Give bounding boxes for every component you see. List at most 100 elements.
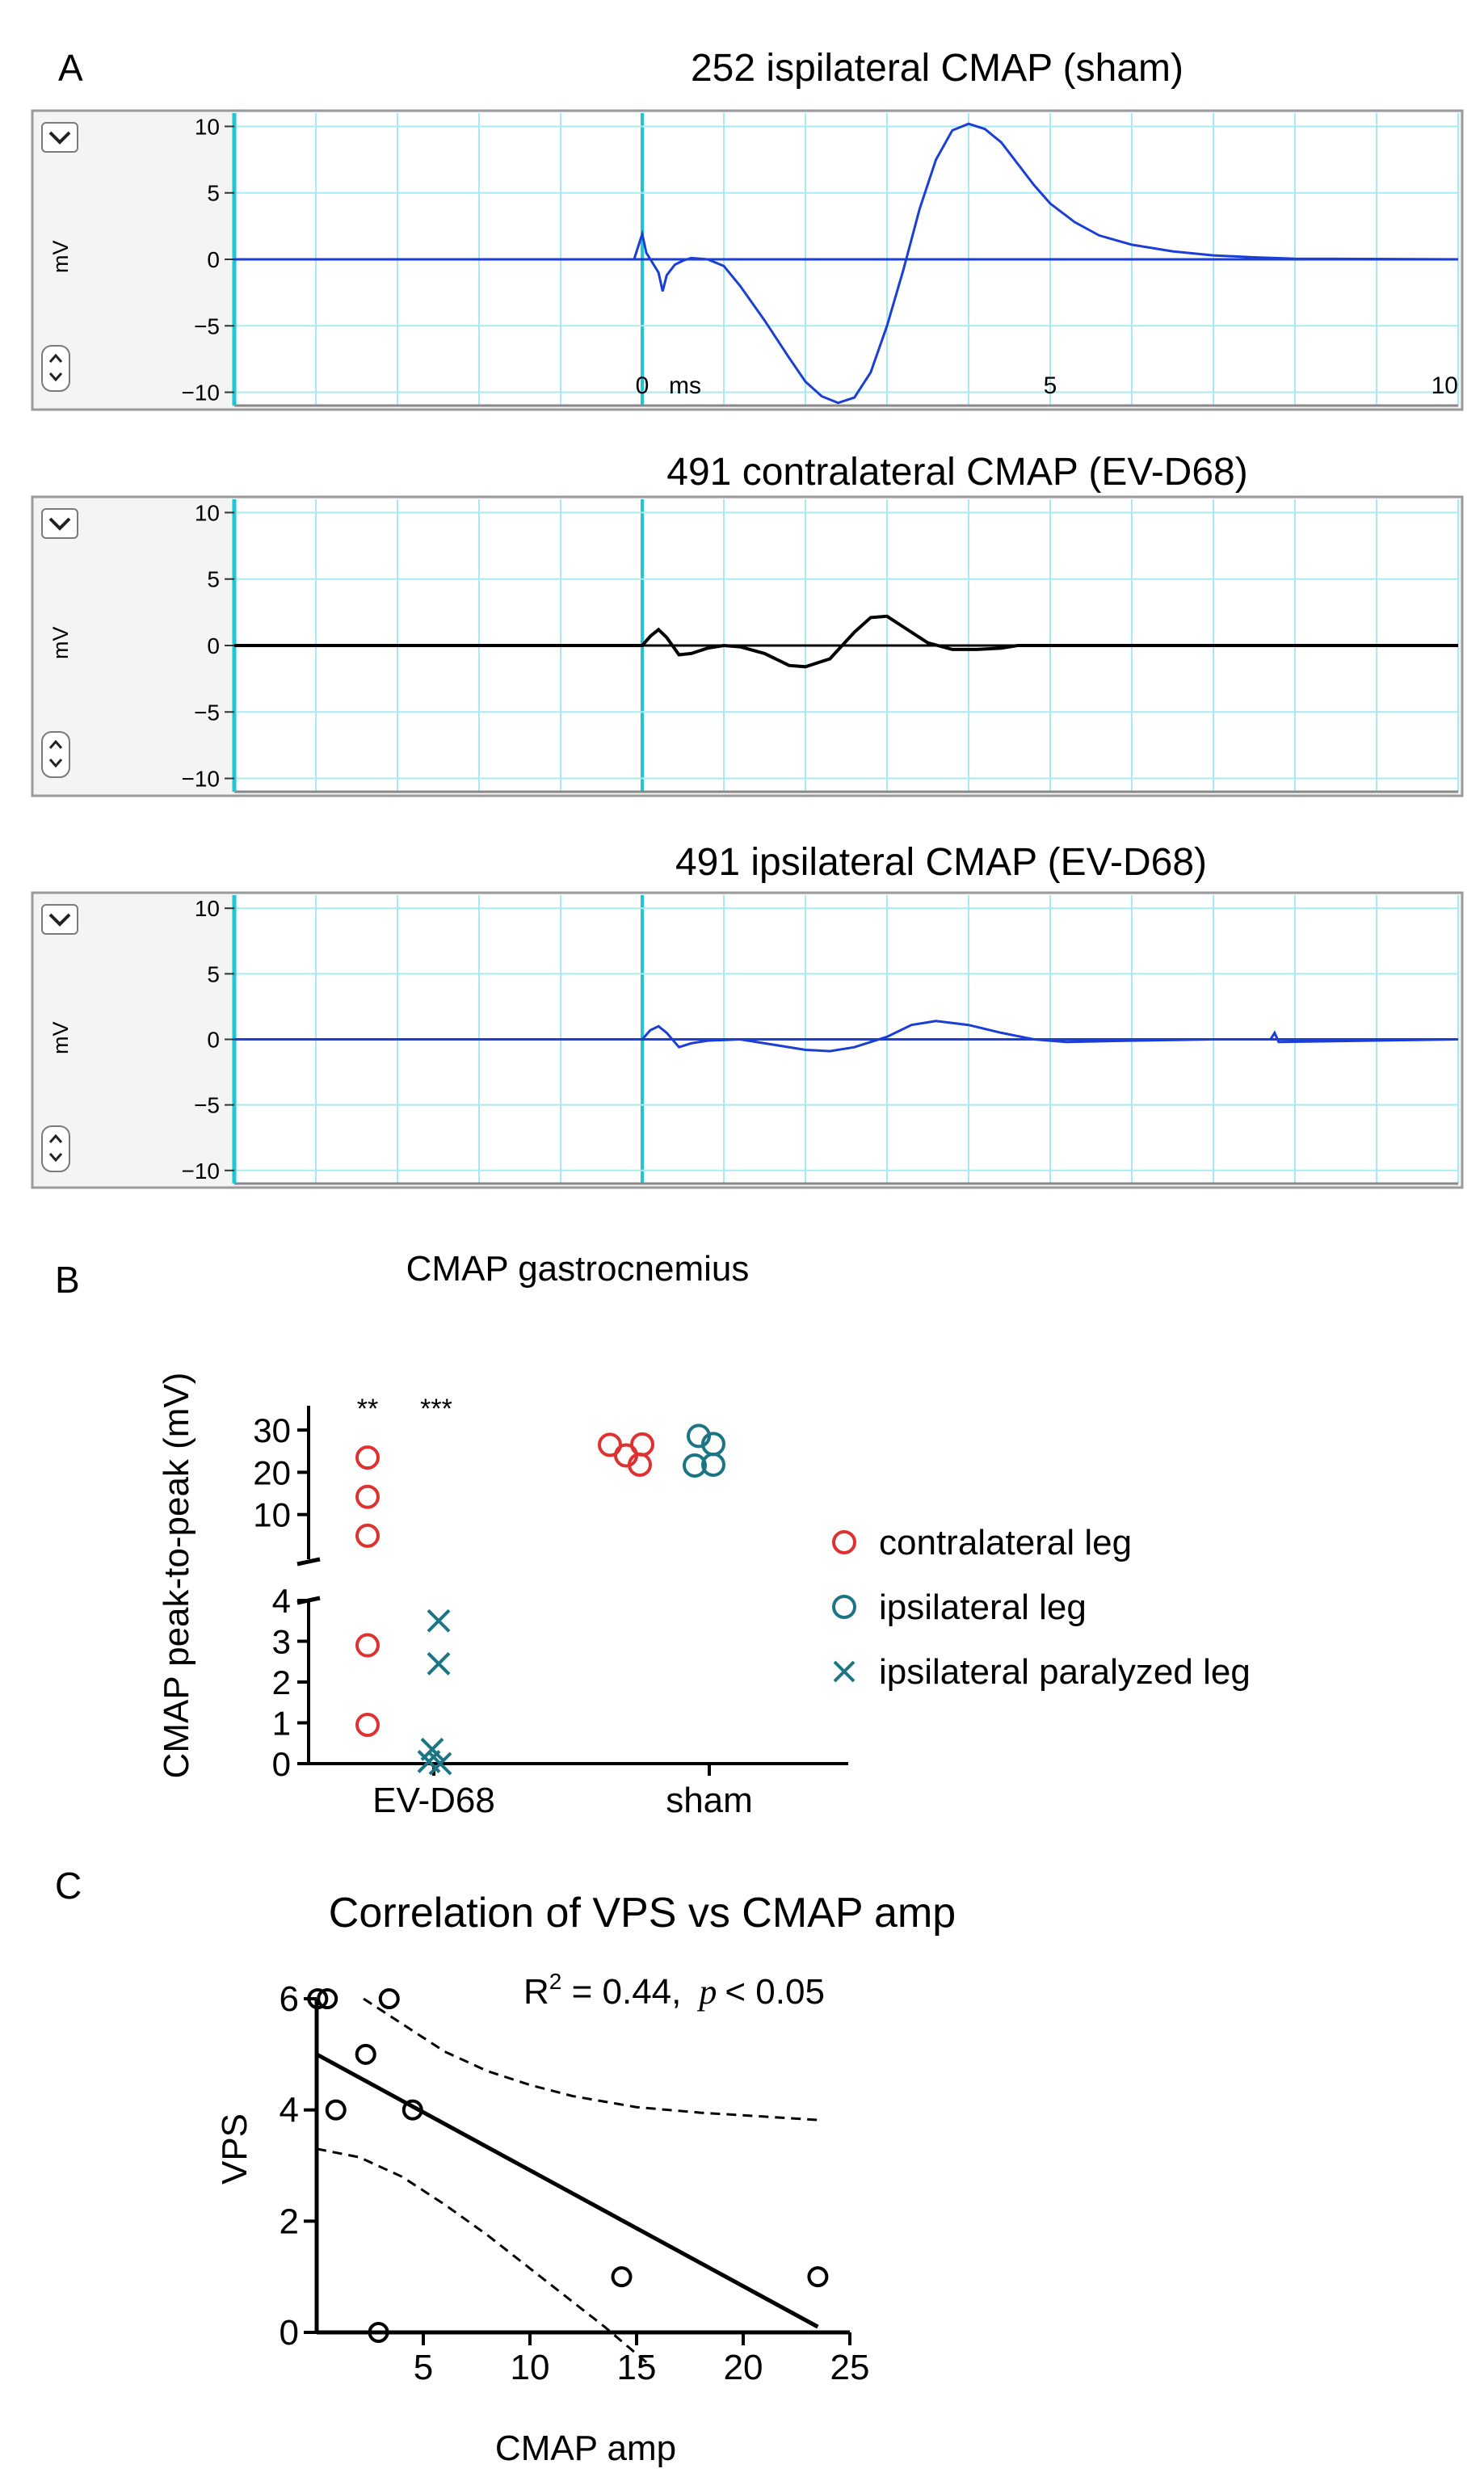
x-axis-label: CMAP amp bbox=[495, 2429, 676, 2468]
y-tick-label: −10 bbox=[182, 767, 221, 792]
panel-label-a: A bbox=[58, 47, 83, 89]
cmap-trace-1: 252 ispilateral CMAP (sham) 10 5 0 −5 −10 0 5… bbox=[31, 47, 1464, 411]
y-tick-label: 4 bbox=[272, 1582, 291, 1620]
r2-label: R bbox=[523, 1972, 549, 2012]
data-point-circle bbox=[355, 1523, 380, 1548]
signal-trace bbox=[234, 614, 1458, 669]
marks bbox=[307, 1988, 829, 2365]
data-point-circle bbox=[355, 1484, 380, 1509]
scroll-button[interactable] bbox=[41, 731, 70, 778]
chevron-down-icon bbox=[48, 913, 71, 927]
data-point-circle bbox=[355, 1445, 380, 1470]
axis-break-mark bbox=[296, 1557, 321, 1567]
scroll-button[interactable] bbox=[41, 345, 70, 392]
y-axis: 10 5 0 −5 −10 bbox=[182, 113, 237, 406]
collapse-button[interactable] bbox=[41, 508, 78, 539]
data-point-circle bbox=[628, 1452, 652, 1477]
x-tick-label: 10 bbox=[511, 2348, 550, 2387]
y-tick-label: 2 bbox=[272, 1663, 291, 1701]
cmap-trace-3: 491 ipsilateral CMAP (EV-D68) 1050−5−10 … bbox=[31, 841, 1464, 1189]
legend-label: ipsilateral leg bbox=[879, 1588, 1087, 1627]
data-point-x bbox=[427, 1651, 451, 1676]
data-point-circle bbox=[355, 1633, 380, 1658]
chevron-up-down-icon bbox=[48, 1133, 63, 1163]
y-tick-label: 2 bbox=[280, 2202, 299, 2241]
r-squared-annotation: R2 = 0.44, p < 0.05 bbox=[523, 1969, 825, 2012]
y-tick-label: 3 bbox=[272, 1623, 291, 1661]
y-axis-label: CMAP peak-to-peak (mV) bbox=[157, 1373, 196, 1779]
y-tick-label: 0 bbox=[207, 247, 220, 272]
y-tick-label: −10 bbox=[182, 1159, 221, 1184]
y-tick-label: 5 bbox=[207, 567, 220, 592]
y-tick-label: −5 bbox=[194, 1093, 220, 1118]
y-tick-label: −10 bbox=[182, 381, 221, 406]
legend-label: contralateral leg bbox=[879, 1523, 1132, 1562]
chart-title: CMAP gastrocnemius bbox=[406, 1249, 750, 1289]
scroll-button[interactable] bbox=[41, 1125, 70, 1172]
y-axis-label: mV bbox=[48, 241, 73, 274]
panel-label-b: B bbox=[55, 1259, 80, 1301]
data-point bbox=[378, 1988, 400, 2009]
data-point bbox=[307, 1988, 329, 2009]
y-tick-label: 0 bbox=[280, 2313, 299, 2353]
y-tick-label: 10 bbox=[195, 500, 220, 525]
r2-superscript: 2 bbox=[549, 1969, 562, 1994]
x-tick-label: 10 bbox=[1431, 372, 1458, 399]
correlation-chart: Correlation of VPS vs CMAP amp CMAP amp … bbox=[215, 1890, 956, 2468]
trace-title: 491 contralateral CMAP (EV-D68) bbox=[666, 451, 1247, 494]
y-tick-label: 30 bbox=[253, 1411, 291, 1449]
collapse-button[interactable] bbox=[41, 122, 78, 153]
y-tick-label: −5 bbox=[194, 700, 220, 725]
signal-trace bbox=[234, 122, 1459, 405]
legend: contralateral leg ipsilateral leg ipsilate… bbox=[832, 1523, 1251, 1692]
y-tick-label: 10 bbox=[253, 1496, 291, 1534]
data-point-x bbox=[428, 1752, 452, 1776]
chart-title: Correlation of VPS vs CMAP amp bbox=[329, 1890, 956, 1937]
legend-marker-circle bbox=[832, 1530, 856, 1554]
data-point bbox=[325, 2099, 347, 2121]
signal-trace bbox=[234, 1020, 1459, 1053]
cmap-trace-2: 491 contralateral CMAP (EV-D68) 10 5 0 −5 −1… bbox=[31, 451, 1464, 797]
legend-marker-circle bbox=[832, 1595, 856, 1619]
legend-marker-x bbox=[833, 1660, 856, 1683]
data-point-circle bbox=[355, 1713, 380, 1738]
y-tick-label: 6 bbox=[280, 1979, 299, 2019]
y-tick-label: 5 bbox=[207, 961, 220, 986]
y-axis: 10 5 0 −5 −10 bbox=[182, 895, 237, 1184]
cmap-gastrocnemius-chart: CMAP gastrocnemius CMAP peak-to-peak (mV… bbox=[157, 1249, 1251, 1820]
confidence-band-upper bbox=[363, 1997, 818, 2122]
data-point bbox=[355, 2043, 376, 2065]
x-tick-labels: 0 5 10 bbox=[636, 372, 1458, 399]
chevron-up-down-icon bbox=[48, 739, 63, 768]
y-tick-label: 10 bbox=[195, 114, 220, 139]
data-point bbox=[401, 2099, 423, 2121]
chevron-down-icon bbox=[48, 131, 71, 145]
y-tick-label: 4 bbox=[280, 2091, 299, 2130]
collapse-button[interactable] bbox=[41, 904, 78, 935]
y-axis: 10 5 0 −5 −10 bbox=[182, 499, 237, 792]
trace-title: 491 ipsilateral CMAP (EV-D68) bbox=[675, 841, 1207, 884]
x-tick-label: EV-D68 bbox=[372, 1781, 495, 1820]
axes: 0 2 4 6 5 10 15 20 25 bbox=[280, 1979, 870, 2387]
y-tick-label: 0 bbox=[207, 1028, 220, 1053]
data-point-circle bbox=[683, 1453, 707, 1478]
y-tick-label: 0 bbox=[272, 1745, 291, 1783]
significance-label: ** bbox=[357, 1394, 378, 1424]
r2-value: = 0.44, bbox=[561, 1972, 681, 2012]
chevron-down-icon bbox=[48, 517, 71, 531]
x-tick-label: 5 bbox=[414, 2348, 433, 2387]
y-tick-label: 10 bbox=[195, 896, 220, 921]
confidence-band-lower bbox=[316, 2147, 649, 2365]
y-axis-label: mV bbox=[48, 627, 73, 660]
p-value: < 0.05 bbox=[725, 1972, 825, 2012]
y-axis-label: VPS bbox=[215, 2113, 254, 2185]
chevron-up-down-icon bbox=[48, 353, 63, 382]
legend-label: ipsilateral paralyzed leg bbox=[879, 1652, 1251, 1692]
panel-label-c: C bbox=[55, 1865, 82, 1907]
y-tick-label: 5 bbox=[207, 181, 220, 206]
x-tick-label: 25 bbox=[830, 2348, 870, 2387]
x-tick-label: sham bbox=[666, 1781, 753, 1820]
p-label: p bbox=[696, 1972, 717, 2012]
